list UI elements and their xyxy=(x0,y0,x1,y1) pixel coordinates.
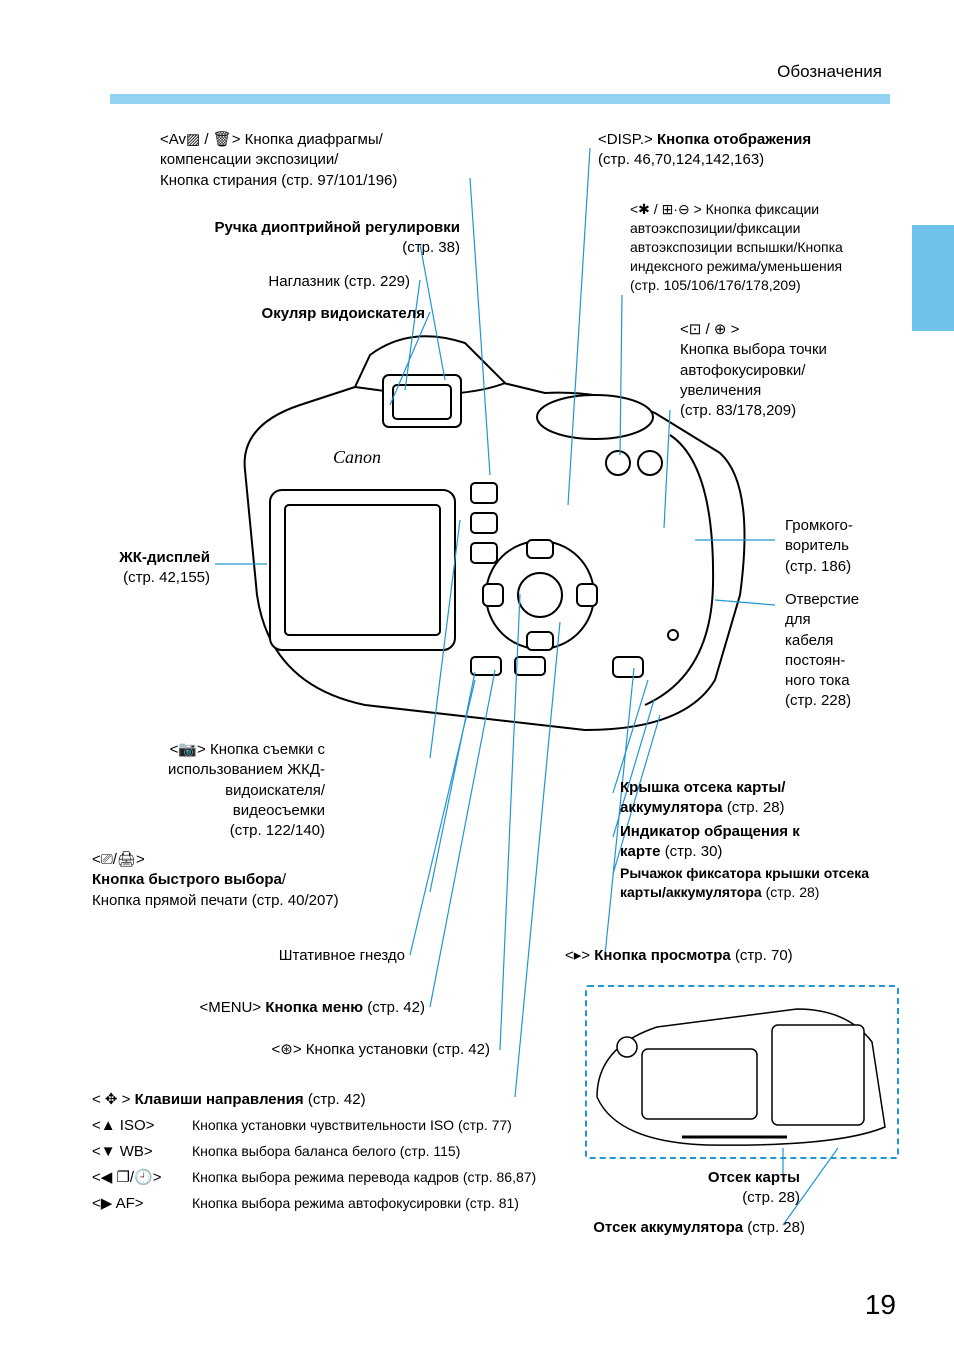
label-lcd: ЖК-дисплей(стр. 42,155) xyxy=(80,548,210,589)
label-quick: <⎚/🖨> Кнопка быстрого выбора/ Кнопка пря… xyxy=(92,850,427,911)
manual-page: Обозначения 19 xyxy=(0,0,954,1345)
page-header: Обозначения xyxy=(777,62,882,82)
side-tab xyxy=(912,225,954,331)
sym-wb: <▼ WB> xyxy=(92,1142,182,1162)
sym-iso: <▲ ISO> xyxy=(92,1116,182,1136)
svg-text:Canon: Canon xyxy=(333,447,381,467)
label-access: Индикатор обращения ккарте (стр. 30) xyxy=(620,822,900,863)
header-rule xyxy=(110,94,890,104)
label-af: Кнопка выбора режима автофокусировки (ст… xyxy=(192,1194,612,1213)
label-cardslot: Отсек карты(стр. 28) xyxy=(620,1168,800,1209)
label-disp: <DISP.> Кнопка отображения (стр. 46,70,1… xyxy=(598,130,898,171)
label-aperture: <Av⁤▨ / 🗑> Кнопка диафрагмы/ компенсации… xyxy=(160,130,470,191)
label-liveview: <📷> Кнопка съемки с использованием ЖКД- … xyxy=(100,740,325,841)
page-number: 19 xyxy=(865,1289,896,1321)
label-cross: < ✥ > Клавиши направления (стр. 42) xyxy=(92,1090,592,1110)
label-battslot: Отсек аккумулятора (стр. 28) xyxy=(475,1218,805,1238)
label-eyepiece: Окуляр видоискателя xyxy=(170,304,425,324)
label-wb: Кнопка выбора баланса белого (стр. 115) xyxy=(192,1142,612,1161)
label-play: <▸> Кнопка просмотра (стр. 70) xyxy=(565,946,895,966)
compartment-detail xyxy=(585,985,899,1159)
label-cover: Крышка отсека карты/аккумулятора (стр. 2… xyxy=(620,778,880,819)
label-drive: Кнопка выбора режима перевода кадров (ст… xyxy=(192,1168,612,1187)
label-iso: Кнопка установки чувствительности ISO (с… xyxy=(192,1116,612,1135)
label-set: <⊛> Кнопка установки (стр. 42) xyxy=(160,1040,490,1060)
label-tripod: Штативное гнездо xyxy=(170,946,405,966)
sym-af: <▶ AF> xyxy=(92,1194,182,1214)
sym-drive: <◀ ❐/🕘> xyxy=(92,1168,187,1188)
label-diopter: Ручка диоптрийной регулировки(стр. 38) xyxy=(100,218,460,259)
label-speaker: Громкого-воритель(стр. 186) xyxy=(785,516,905,577)
label-afpoint: <⊡ / ⊕ > Кнопка выбора точки автофокусир… xyxy=(680,320,900,421)
label-eyecup: Наглазник (стр. 229) xyxy=(130,272,410,292)
label-latch: Рычажок фиксатора крышки отсекакарты/акк… xyxy=(620,864,910,902)
label-aelock: <✱ / ⊞·⊖ > Кнопка фиксации автоэкспозици… xyxy=(630,200,900,294)
label-menu: <MENU> Кнопка меню (стр. 42) xyxy=(130,998,425,1018)
label-dcport: Отверстиедля кабеляпостоян- ного тока(ст… xyxy=(785,590,905,712)
